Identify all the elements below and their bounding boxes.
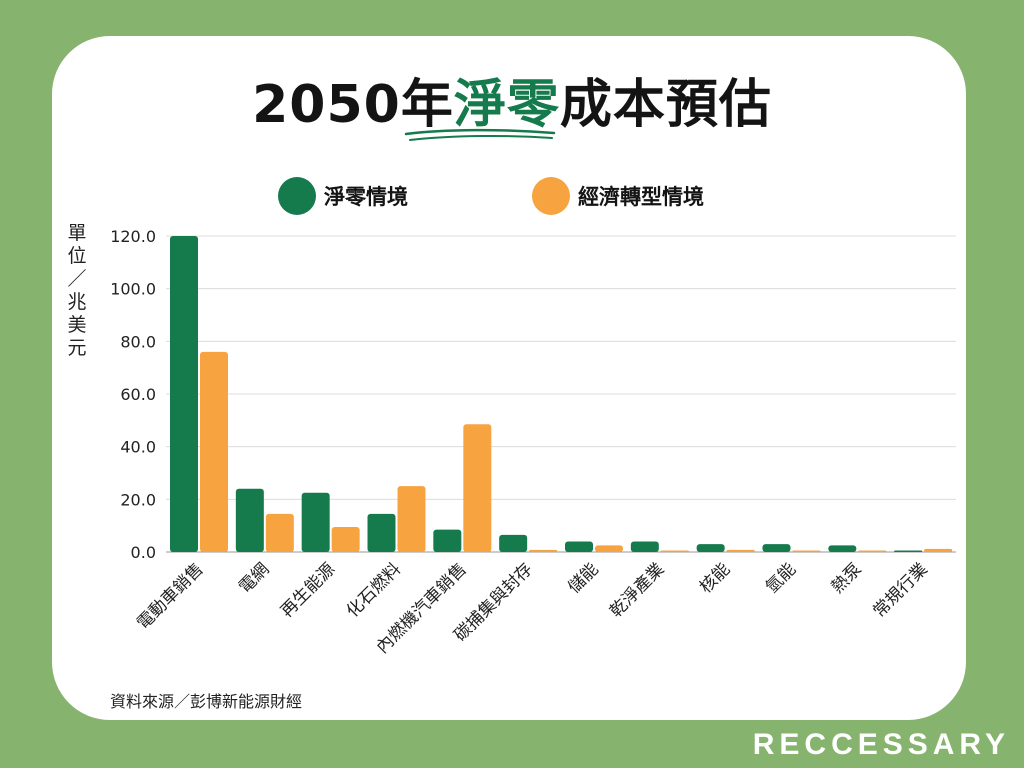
bar-economic-transition <box>200 351 228 552</box>
x-category-label: 儲能 <box>564 559 602 597</box>
bar-net-zero <box>696 544 725 552</box>
y-tick-label: 100.0 <box>110 280 156 299</box>
chart-title: 2050年淨零成本預估 <box>252 75 772 135</box>
y-tick-label: 20.0 <box>120 490 156 509</box>
bar-net-zero <box>762 544 791 552</box>
brand-logo: RECCESSARY <box>752 728 1010 761</box>
y-tick-label: 80.0 <box>120 332 156 351</box>
bar-net-zero <box>894 550 923 552</box>
title-underline-decoration <box>404 128 556 141</box>
x-category-label: 乾淨產業 <box>606 559 668 621</box>
x-category-label: 化石燃料 <box>343 559 405 621</box>
x-category-label: 核能 <box>696 559 734 597</box>
x-category-label: 電網 <box>235 559 273 597</box>
x-category-label: 熱泵 <box>828 559 866 597</box>
bar-net-zero <box>565 541 593 552</box>
source-note: 資料來源／彭博新能源財經 <box>110 692 303 711</box>
bar-net-zero <box>499 534 528 552</box>
y-axis-unit-label: 單位／兆美元 <box>67 222 87 359</box>
y-tick-label: 120.0 <box>110 227 156 246</box>
bar-economic-transition <box>660 550 689 552</box>
bar-economic-transition <box>529 549 558 552</box>
x-category-label: 氫能 <box>762 559 800 597</box>
bar-economic-transition <box>463 424 492 552</box>
legend-label-net-zero: 淨零情境 <box>324 185 408 209</box>
y-tick-label: 0.0 <box>131 543 156 562</box>
bar-net-zero <box>630 541 659 552</box>
legend-item-net-zero: 淨零情境 <box>278 176 408 216</box>
x-category-label: 再生能源 <box>277 559 339 621</box>
bar-net-zero <box>301 492 330 552</box>
bar-net-zero <box>170 236 198 552</box>
bar-economic-transition <box>924 548 953 552</box>
bar-economic-transition <box>397 486 426 552</box>
bar-economic-transition <box>858 550 887 552</box>
bar-economic-transition <box>595 545 623 552</box>
bar-net-zero <box>235 488 264 552</box>
legend-swatch-net-zero <box>278 177 316 215</box>
x-category-label: 常規行業 <box>869 559 931 621</box>
y-tick-label: 60.0 <box>120 385 156 404</box>
legend-item-economic-transition: 經濟轉型情境 <box>532 176 704 216</box>
legend-swatch-economic-transition <box>532 177 570 215</box>
bar-net-zero <box>433 529 462 552</box>
y-tick-label: 40.0 <box>120 438 156 457</box>
bar-economic-transition <box>331 526 360 552</box>
bar-net-zero <box>828 545 857 552</box>
bar-net-zero <box>367 513 396 552</box>
x-category-label: 電動車銷售 <box>133 559 207 633</box>
bar-economic-transition <box>265 513 294 552</box>
bar-economic-transition <box>726 549 755 552</box>
legend-label-economic-transition: 經濟轉型情境 <box>578 185 704 209</box>
bar-economic-transition <box>792 550 821 552</box>
